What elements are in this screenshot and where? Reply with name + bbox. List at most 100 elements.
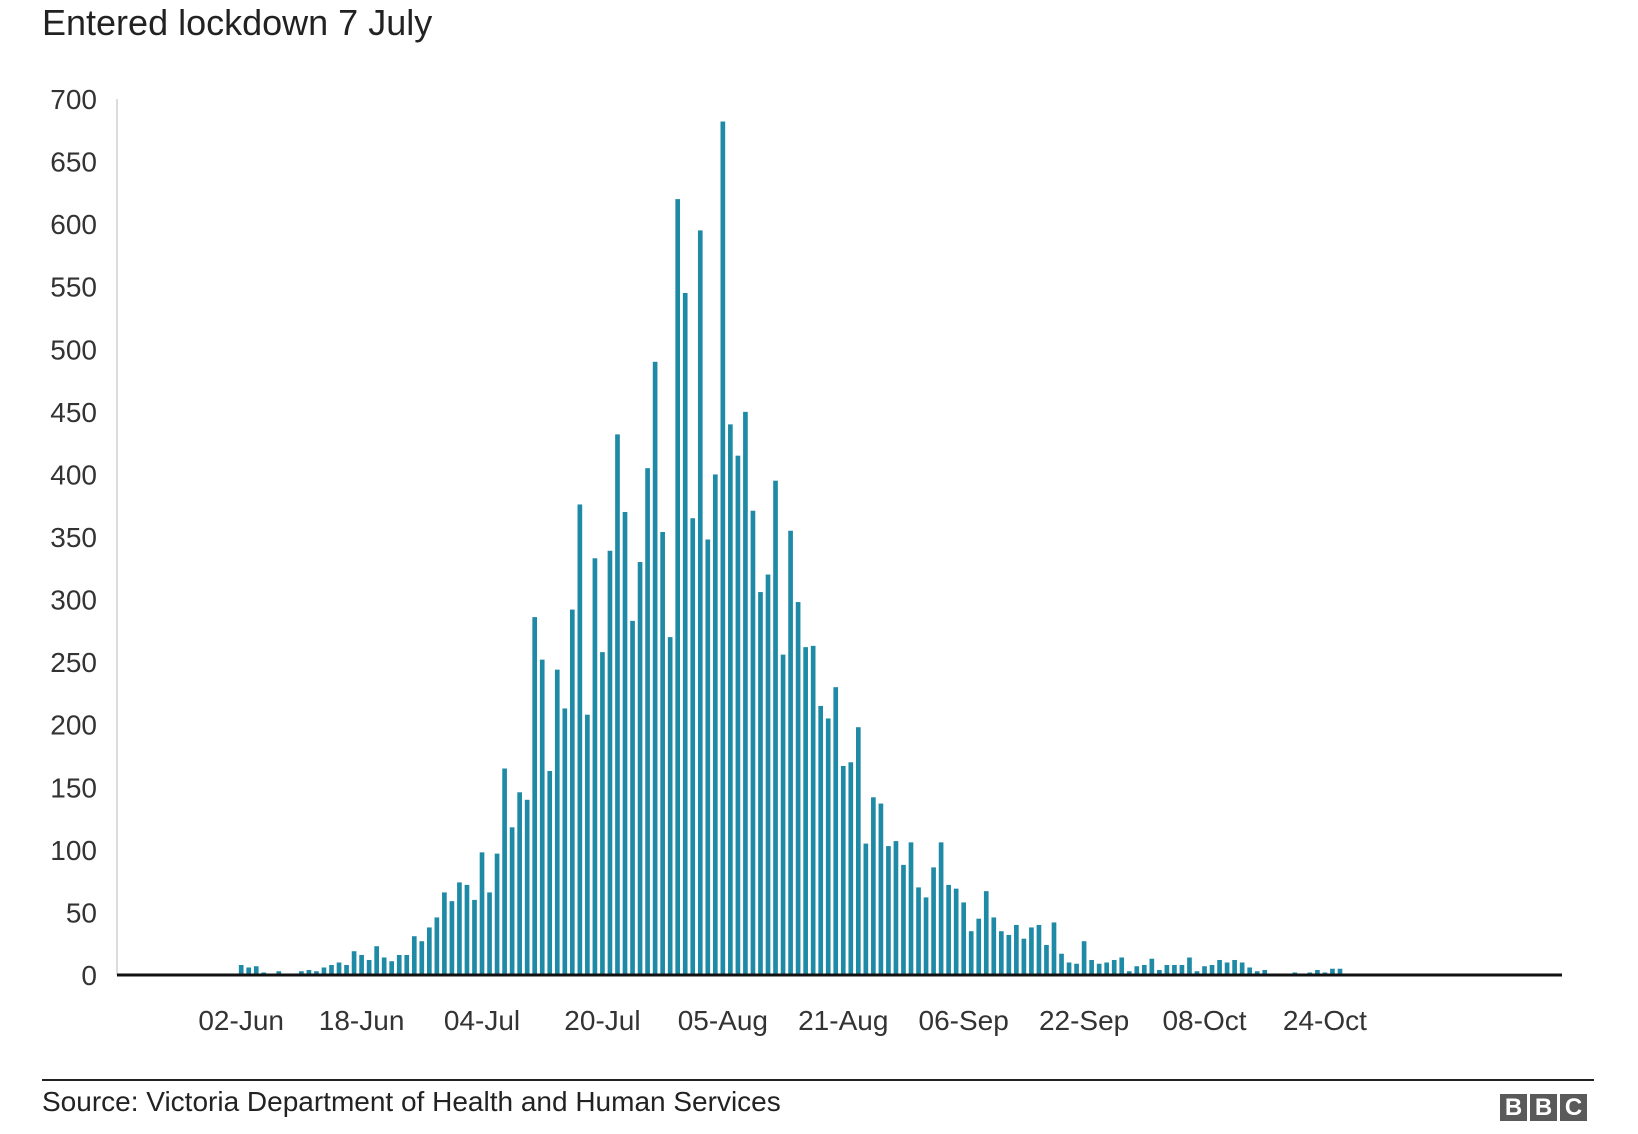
bar bbox=[1187, 957, 1192, 975]
x-tick-label: 18-Jun bbox=[319, 1005, 405, 1036]
bar bbox=[961, 902, 967, 975]
bars bbox=[238, 121, 1343, 976]
bar bbox=[637, 562, 643, 975]
bar bbox=[1089, 959, 1094, 975]
bar bbox=[1126, 971, 1132, 975]
bar bbox=[1232, 959, 1237, 975]
bar bbox=[607, 550, 613, 975]
bar bbox=[976, 918, 982, 975]
bar bbox=[487, 892, 492, 975]
bar bbox=[991, 917, 997, 975]
x-tick-label: 21-Aug bbox=[798, 1005, 888, 1036]
bar bbox=[1172, 964, 1177, 975]
bar bbox=[1254, 971, 1260, 975]
bar bbox=[1119, 957, 1125, 975]
bar bbox=[238, 964, 244, 975]
bar bbox=[1194, 971, 1200, 975]
bar bbox=[585, 714, 590, 975]
bar bbox=[840, 766, 846, 975]
bar bbox=[780, 654, 786, 975]
x-tick-label: 06-Sep bbox=[919, 1005, 1009, 1036]
bar bbox=[449, 901, 455, 975]
bar bbox=[1096, 963, 1102, 975]
bar bbox=[735, 455, 741, 975]
bar bbox=[652, 361, 658, 975]
bar bbox=[630, 620, 635, 975]
x-axis: 02-Jun 18-Jun 04-Jul 20-Jul 05-Aug 21-Aug 06-S… bbox=[117, 973, 1562, 1036]
bar bbox=[1044, 944, 1049, 975]
logo-letter: B bbox=[1530, 1094, 1557, 1121]
bar bbox=[517, 792, 522, 975]
bar bbox=[931, 867, 936, 975]
bar bbox=[1021, 938, 1027, 975]
bar bbox=[1247, 967, 1253, 975]
bar bbox=[554, 669, 560, 975]
bar bbox=[667, 637, 673, 975]
bar bbox=[968, 931, 974, 975]
bar bbox=[1059, 953, 1064, 975]
bar bbox=[818, 705, 824, 975]
bar bbox=[871, 797, 876, 975]
bar bbox=[524, 799, 530, 975]
bar bbox=[675, 199, 681, 976]
bar bbox=[998, 931, 1004, 975]
bar bbox=[1051, 922, 1057, 975]
bar bbox=[246, 967, 252, 975]
bar bbox=[788, 530, 793, 975]
bar bbox=[795, 602, 801, 975]
bar bbox=[344, 964, 349, 975]
bar bbox=[803, 647, 808, 975]
x-tick-label: 02-Jun bbox=[198, 1005, 284, 1036]
bar bbox=[1337, 968, 1343, 975]
bar bbox=[886, 846, 891, 975]
bar bbox=[615, 434, 620, 975]
bar bbox=[848, 762, 854, 975]
bar bbox=[1217, 959, 1222, 975]
bar bbox=[1224, 962, 1230, 975]
bar bbox=[562, 708, 568, 975]
bar bbox=[833, 687, 839, 975]
bar bbox=[1104, 962, 1110, 975]
chart-title: Entered lockdown 7 July bbox=[42, 2, 433, 43]
bar bbox=[983, 891, 989, 975]
y-tick-label: 350 bbox=[50, 522, 97, 553]
bar bbox=[1141, 964, 1147, 975]
bar bbox=[758, 592, 763, 975]
x-tick-label: 24-Oct bbox=[1283, 1005, 1367, 1036]
bar bbox=[1157, 969, 1162, 975]
bar bbox=[1330, 968, 1335, 975]
bar bbox=[306, 969, 312, 975]
bar bbox=[329, 964, 334, 975]
bar bbox=[765, 574, 771, 975]
bar bbox=[472, 899, 477, 975]
bar bbox=[863, 843, 869, 975]
bar bbox=[1036, 924, 1042, 975]
x-tick-label: 08-Oct bbox=[1162, 1005, 1246, 1036]
y-tick-label: 700 bbox=[50, 84, 97, 115]
bar bbox=[1081, 941, 1087, 975]
y-tick-label: 550 bbox=[50, 272, 97, 303]
bar bbox=[750, 510, 756, 975]
bar bbox=[1134, 966, 1140, 975]
bar bbox=[359, 954, 364, 975]
bar bbox=[946, 884, 951, 975]
y-tick-label: 200 bbox=[50, 710, 97, 741]
bar bbox=[916, 887, 921, 975]
bar bbox=[1006, 934, 1012, 975]
bbc-logo: B B C bbox=[1500, 1094, 1587, 1121]
y-tick-label: 50 bbox=[66, 897, 97, 928]
bar bbox=[253, 966, 259, 975]
bar bbox=[600, 652, 605, 975]
y-tick-label: 250 bbox=[50, 647, 97, 678]
bar bbox=[901, 864, 906, 975]
bar bbox=[494, 853, 500, 975]
bar bbox=[457, 882, 462, 975]
bar bbox=[577, 504, 583, 975]
bar bbox=[1179, 964, 1185, 975]
y-tick-label: 450 bbox=[50, 397, 97, 428]
y-tick-label: 400 bbox=[50, 459, 97, 490]
bar bbox=[923, 897, 929, 975]
bar bbox=[276, 971, 282, 975]
bar bbox=[547, 771, 553, 975]
bar bbox=[381, 957, 387, 975]
